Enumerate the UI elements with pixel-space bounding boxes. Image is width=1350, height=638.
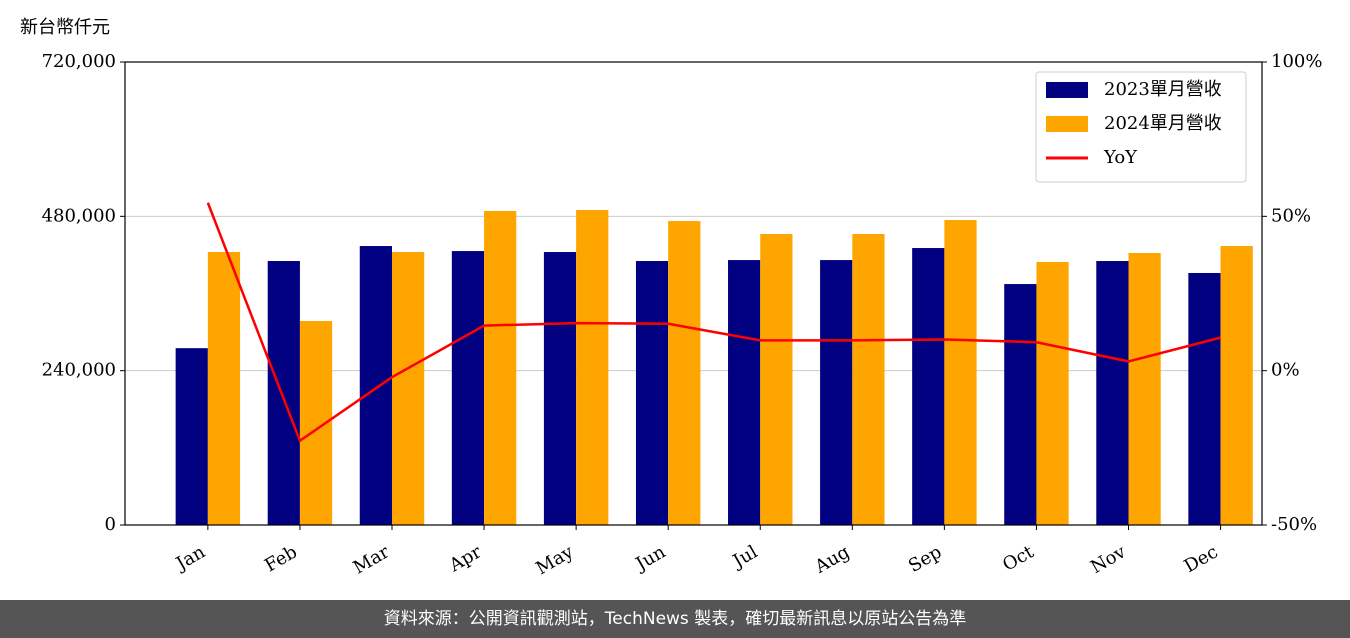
line [206,202,1221,443]
legend-swatch [1046,82,1088,98]
plot-frame [124,61,1263,526]
y-tick-label: 240,000 [42,360,116,381]
x-tick-label: Sep [905,541,945,576]
bar [451,251,485,525]
bar [760,234,793,525]
bar [912,248,945,526]
x-tick-label: Oct [999,541,1038,576]
bar [1096,261,1129,525]
footer: 資料來源：公開資訊觀測站，TechNews 製表，確切最新訊息以原站公告為準 [0,600,1350,638]
bar [1004,284,1037,525]
x-tick-label: Dec [1181,541,1222,577]
bar [668,221,701,525]
x-tick-label: Apr [445,541,485,576]
chart: 新台幣仟元 0 240,000 480,000 720,000 -50% 0% 50% 100… [20,17,1322,579]
bar [267,261,300,525]
page: 新台幣仟元 0 240,000 480,000 720,000 -50% 0% 50% 100… [0,17,1350,638]
legend-box [1035,71,1247,183]
x-tick-label: Aug [811,541,854,578]
x-tick-label: Jan [171,541,209,575]
bar [1036,261,1069,525]
y2-tick-label: 0% [1271,360,1300,381]
bar [175,348,208,525]
legend-label: 2023單月營收 [1104,79,1222,100]
x-tick-label: Mar [350,541,394,578]
x-tick-label: Jul [728,541,762,573]
y-tick-label: 480,000 [42,205,116,226]
x-tick-label: Nov [1087,541,1130,578]
bar [1128,252,1161,526]
x-tick-label: May [533,541,578,579]
bar [207,252,241,525]
x-tick-label: Feb [261,541,301,576]
legend-label: 2024單月營收 [1104,113,1222,134]
legend-swatch [1046,116,1088,132]
bar [944,219,977,525]
bar [1188,272,1221,525]
bar [484,210,517,525]
bar [359,246,392,526]
y2-tick-label: -50% [1271,514,1317,535]
bar [1220,246,1253,526]
bar [852,234,885,525]
bar [391,252,425,525]
bar [543,252,577,525]
bar [635,261,669,525]
y2-tick-label: 50% [1271,205,1311,226]
bar [728,260,761,525]
y-tick-label: 0 [105,514,116,535]
y-tick-label: 720,000 [42,51,116,72]
legend-label: YoY [1103,147,1138,168]
unit-label: 新台幣仟元 [20,17,110,38]
y2-tick-label: 100% [1271,51,1322,72]
bar [820,260,853,525]
x-tick-label: Jun [631,541,670,576]
bar [576,210,609,526]
